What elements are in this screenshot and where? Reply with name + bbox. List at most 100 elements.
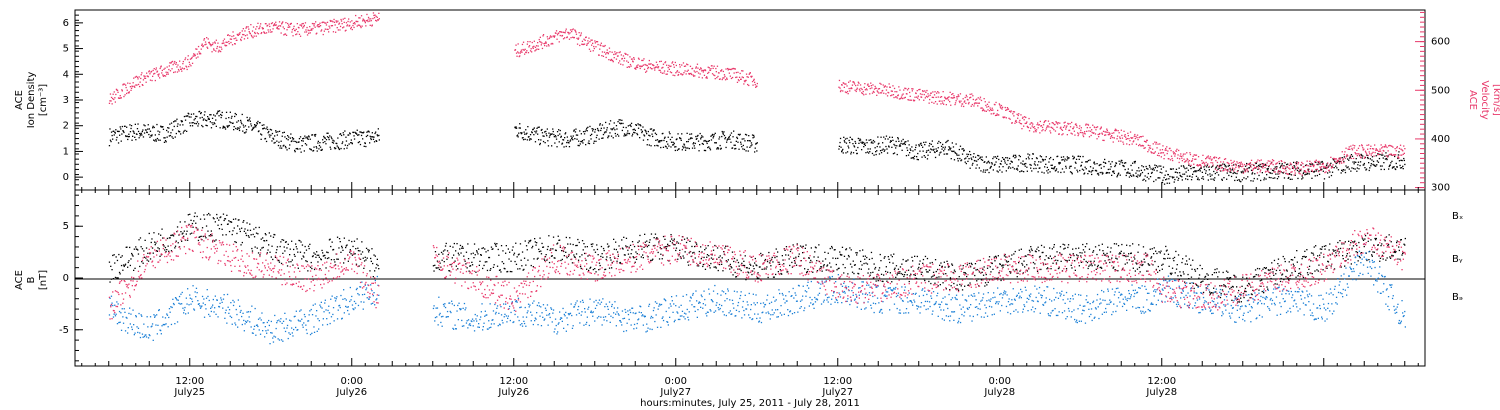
data-point bbox=[905, 141, 907, 143]
data-point bbox=[1215, 156, 1218, 159]
data-point bbox=[963, 101, 965, 103]
data-point bbox=[699, 73, 701, 75]
data-point bbox=[1382, 146, 1384, 148]
data-point bbox=[144, 77, 147, 79]
data-point bbox=[129, 264, 131, 267]
data-point bbox=[599, 123, 601, 125]
data-point bbox=[553, 35, 555, 37]
data-point bbox=[1329, 164, 1331, 167]
data-point bbox=[1087, 123, 1089, 126]
data-point bbox=[1099, 164, 1101, 166]
data-point bbox=[1361, 157, 1363, 159]
data-point bbox=[679, 66, 681, 68]
data-point bbox=[930, 143, 932, 145]
data-point bbox=[336, 258, 338, 260]
data-point bbox=[1099, 128, 1101, 130]
data-point bbox=[555, 136, 557, 138]
data-point bbox=[1195, 175, 1198, 177]
data-point bbox=[928, 102, 930, 104]
data-point bbox=[898, 86, 900, 88]
data-point bbox=[951, 142, 953, 144]
data-point bbox=[1032, 126, 1034, 129]
data-point bbox=[864, 89, 866, 91]
data-point bbox=[329, 19, 331, 22]
data-point bbox=[519, 243, 522, 245]
data-point bbox=[1381, 152, 1383, 154]
data-point bbox=[363, 131, 365, 133]
data-point bbox=[151, 79, 153, 82]
data-point bbox=[1276, 167, 1278, 169]
data-point bbox=[741, 76, 743, 78]
data-point bbox=[1122, 143, 1125, 145]
data-point bbox=[124, 125, 126, 127]
data-point bbox=[355, 248, 357, 250]
data-point bbox=[154, 140, 156, 142]
data-point bbox=[309, 138, 311, 140]
data-point bbox=[1301, 174, 1303, 176]
data-point bbox=[953, 95, 955, 97]
data-point bbox=[1148, 147, 1151, 149]
data-point bbox=[239, 126, 241, 128]
data-point bbox=[186, 230, 188, 232]
data-point bbox=[201, 124, 203, 127]
data-point bbox=[444, 249, 446, 251]
data-point bbox=[498, 254, 500, 256]
data-point bbox=[330, 245, 332, 248]
data-point bbox=[197, 123, 200, 125]
data-point bbox=[436, 267, 438, 269]
data-point bbox=[1379, 150, 1382, 152]
data-point bbox=[1076, 126, 1078, 128]
data-point bbox=[1166, 146, 1168, 148]
data-point bbox=[529, 50, 532, 52]
data-point bbox=[1176, 176, 1178, 178]
density-tick-label: 1 bbox=[63, 146, 69, 157]
data-point bbox=[138, 239, 140, 241]
data-point bbox=[717, 75, 719, 78]
data-point bbox=[1340, 157, 1342, 159]
data-point bbox=[1327, 172, 1329, 174]
data-point bbox=[1209, 173, 1211, 175]
data-point bbox=[1004, 160, 1006, 162]
data-point bbox=[1338, 157, 1340, 160]
data-point bbox=[1378, 153, 1380, 155]
data-point bbox=[912, 88, 914, 90]
series-right bbox=[108, 12, 1406, 176]
data-point bbox=[455, 265, 457, 267]
data-point bbox=[682, 73, 684, 76]
data-point bbox=[842, 152, 844, 154]
data-point bbox=[1393, 166, 1395, 168]
data-point bbox=[1005, 117, 1007, 119]
data-point bbox=[316, 150, 318, 152]
data-point bbox=[367, 249, 369, 251]
data-point bbox=[332, 248, 335, 251]
data-point bbox=[1000, 104, 1003, 107]
data-point bbox=[1080, 127, 1082, 129]
data-point bbox=[1097, 133, 1099, 136]
data-point bbox=[339, 29, 341, 31]
data-point bbox=[741, 138, 743, 140]
data-point bbox=[1391, 160, 1393, 162]
data-point bbox=[517, 136, 519, 138]
data-point bbox=[518, 253, 520, 255]
data-point bbox=[872, 142, 874, 144]
data-point bbox=[969, 150, 971, 153]
data-point bbox=[1397, 156, 1399, 158]
data-point bbox=[132, 135, 134, 137]
data-point bbox=[839, 90, 842, 93]
data-point bbox=[377, 19, 379, 21]
data-point bbox=[873, 141, 876, 143]
data-point bbox=[217, 51, 220, 53]
data-point bbox=[989, 167, 991, 169]
data-point bbox=[595, 140, 597, 142]
data-point bbox=[1159, 177, 1161, 179]
data-point bbox=[981, 110, 984, 112]
data-point bbox=[560, 136, 562, 138]
data-point bbox=[260, 32, 262, 35]
data-point bbox=[245, 129, 248, 131]
data-point bbox=[304, 31, 306, 33]
data-point bbox=[261, 124, 263, 126]
data-point bbox=[698, 76, 700, 78]
data-point bbox=[241, 30, 243, 32]
data-point bbox=[1178, 167, 1180, 169]
data-point bbox=[915, 92, 917, 95]
